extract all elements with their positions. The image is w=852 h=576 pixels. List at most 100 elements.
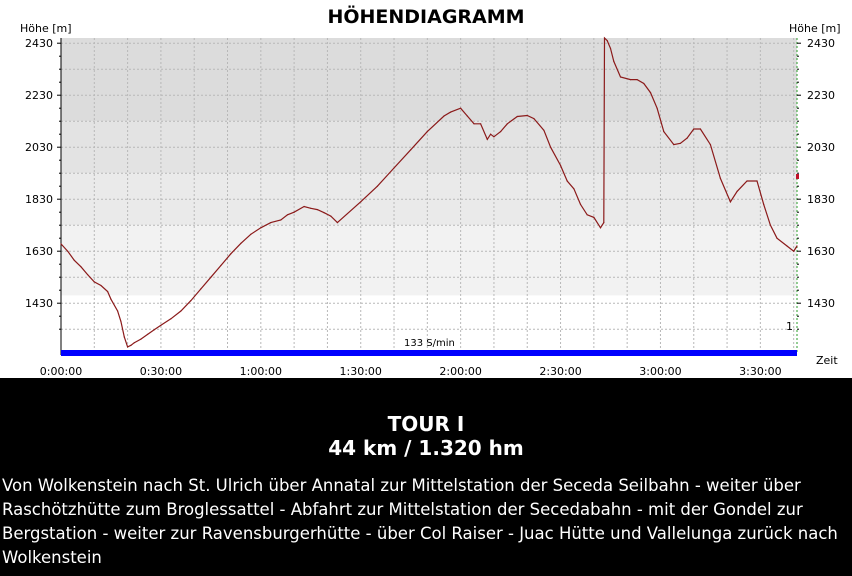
speed-label: 133 S/min: [404, 338, 455, 349]
data-point: [110, 298, 112, 300]
data-point: [719, 177, 722, 179]
data-point: [310, 207, 312, 209]
tour-info-panel: TOUR I 44 km / 1.320 hm Von Wolkenstein …: [0, 378, 852, 576]
data-point: [566, 180, 568, 182]
x-tick-label: 2:30:00: [539, 365, 581, 378]
elevation-chart: 1430 1430 1630 1630 1830 1830 2030 2030 2230 2230…: [25, 36, 835, 378]
data-point: [493, 136, 495, 138]
data-point: [613, 60, 615, 63]
x-tick-label: 3:30:00: [739, 365, 781, 378]
data-point: [559, 164, 562, 166]
data-point: [190, 300, 192, 302]
data-point: [286, 214, 289, 216]
data-point: [586, 214, 588, 216]
data-point: [543, 129, 545, 131]
data-point: [450, 111, 452, 113]
y-axis-label-left: Höhe [m]: [20, 22, 72, 35]
right-marker-label: 1: [786, 320, 793, 333]
y-tick-label-left: 1830: [25, 193, 53, 206]
data-point: [693, 128, 695, 130]
data-point: [526, 114, 528, 117]
data-point: [303, 205, 305, 208]
data-point: [123, 336, 125, 338]
data-point: [603, 222, 605, 224]
data-point: [200, 288, 202, 290]
data-point: [220, 264, 222, 267]
data-point: [87, 274, 89, 276]
speed-bar: [61, 350, 797, 356]
data-point: [533, 118, 535, 120]
data-point: [699, 128, 702, 130]
data-point: [80, 266, 82, 268]
data-point: [796, 245, 798, 247]
data-point: [93, 281, 95, 283]
data-point: [609, 47, 612, 50]
data-point: [120, 320, 122, 322]
data-point: [593, 216, 595, 218]
x-tick-label: 2:00:00: [439, 365, 481, 378]
data-point: [67, 250, 69, 252]
data-point: [323, 212, 325, 214]
y-tick-label-right: 2030: [807, 141, 835, 154]
data-point: [629, 79, 632, 81]
data-point: [649, 92, 652, 94]
data-point: [603, 37, 606, 39]
data-point: [573, 188, 575, 190]
data-point: [709, 144, 712, 146]
data-point: [746, 180, 748, 182]
y-tick-label-left: 1430: [25, 297, 53, 310]
data-point: [393, 167, 395, 169]
background-band-4: [61, 295, 797, 350]
y-tick-label-right: 1430: [807, 297, 835, 310]
y-tick-label-left: 2230: [25, 89, 53, 102]
y-tick-label-right: 1630: [807, 245, 835, 258]
data-point: [673, 144, 675, 146]
data-point: [250, 233, 252, 235]
data-point: [293, 211, 295, 213]
data-point: [786, 245, 788, 247]
chart-area: HÖHENDIAGRAMM Höhe [m] Höhe [m] Zeit 143…: [0, 0, 852, 378]
data-point: [360, 201, 362, 203]
data-point: [180, 310, 182, 312]
data-point: [636, 79, 638, 81]
data-point: [107, 290, 109, 293]
data-point: [270, 222, 272, 224]
tour-stats: 44 km / 1.320 hm: [328, 436, 524, 460]
data-point: [240, 242, 242, 244]
x-tick-label: 0:30:00: [140, 365, 182, 378]
y-tick-label-right: 2230: [807, 89, 835, 102]
data-point: [606, 40, 608, 42]
data-point: [146, 333, 149, 335]
data-point: [316, 209, 319, 211]
tour-name: TOUR I: [387, 412, 465, 436]
data-point: [599, 227, 602, 229]
tick-labels: 1430 1430 1630 1630 1830 1830 2030 2030 2230 2230…: [25, 37, 835, 378]
data-point: [763, 203, 765, 205]
data-point: [330, 215, 332, 217]
data-point: [643, 82, 645, 85]
data-point: [117, 310, 119, 312]
y-tick-label-left: 2030: [25, 141, 53, 154]
data-point: [663, 131, 665, 133]
background-band-0: [61, 38, 797, 122]
data-point: [130, 344, 132, 346]
x-tick-label: 1:30:00: [340, 365, 382, 378]
data-point: [210, 276, 212, 278]
grid-lines: [61, 38, 797, 350]
data-point: [280, 219, 282, 221]
data-point: [153, 329, 155, 331]
data-point: [480, 123, 482, 125]
data-point: [729, 201, 731, 203]
data-point: [619, 76, 622, 78]
data-point: [756, 180, 758, 182]
data-point: [127, 346, 129, 348]
y-tick-label-left: 2430: [25, 37, 53, 50]
chart-extras: 1: [61, 174, 799, 356]
x-tick-label: 1:00:00: [240, 365, 282, 378]
data-point: [516, 115, 518, 118]
y-tick-label-right: 1830: [807, 193, 835, 206]
y-axis-label-right: Höhe [m]: [789, 22, 841, 35]
data-point: [679, 142, 682, 144]
x-tick-label: 0:00:00: [40, 365, 82, 378]
data-point: [133, 342, 135, 344]
